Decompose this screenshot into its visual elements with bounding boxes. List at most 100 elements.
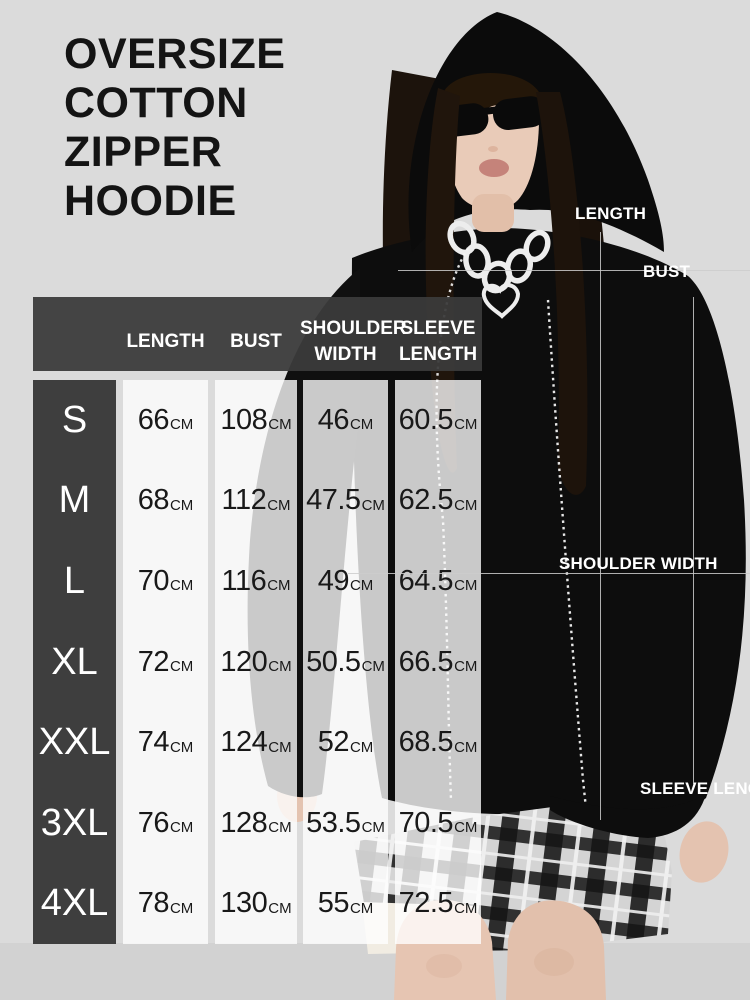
table-cell: 120 CM (215, 622, 297, 703)
size-label: 4XL (40, 882, 109, 925)
table-cell: 70 CM (123, 541, 208, 622)
cell-unit: CM (361, 658, 385, 676)
cell-value: 50.5 (306, 645, 361, 678)
cell-unit: CM (169, 899, 194, 917)
cell-value: 62.5 (398, 484, 454, 517)
header-text: SHOULDER (300, 318, 407, 339)
table-cell: 70.5 CM (395, 783, 481, 864)
cell-value: 46 (317, 403, 350, 436)
cell-value: 68.5 (398, 726, 454, 759)
bust-value-column: 108 CM 112 CM 116 CM 120 CM 124 CM 128 CM 130 C… (215, 380, 297, 944)
cell-unit: CM (267, 577, 291, 595)
product-title-line: ZIPPER (64, 128, 223, 176)
cell-unit: CM (454, 577, 478, 595)
size-label: XL (51, 640, 98, 683)
cell-unit: CM (268, 899, 292, 917)
bust-annotation-label: BUST (643, 262, 691, 281)
size-label: M (58, 479, 91, 522)
table-cell: 52 CM (303, 702, 388, 783)
column-header-length: LENGTH (123, 329, 208, 355)
cell-unit: CM (169, 496, 194, 514)
cell-unit: CM (268, 658, 292, 676)
cell-value: 72.5 (398, 887, 454, 920)
table-cell: 72 CM (123, 622, 208, 703)
cell-unit: CM (268, 416, 292, 434)
table-cell: 66 CM (123, 380, 208, 461)
table-cell: 78 CM (123, 863, 208, 944)
shoulder-annotation-label: SHOULDER WIDTH (559, 554, 718, 573)
table-cell: 108 CM (215, 380, 297, 461)
cell-value: 108 (220, 403, 268, 436)
cell-unit: CM (361, 819, 385, 837)
length-value-column: 66 CM 68 CM 70 CM 72 CM 74 CM 76 CM 78 CM (123, 380, 208, 944)
cell-unit: CM (268, 819, 292, 837)
cell-unit: CM (454, 496, 478, 514)
cell-value: 55 (317, 887, 350, 920)
cell-value: 60.5 (398, 403, 454, 436)
product-title-line: COTTON (64, 79, 248, 127)
column-header-shoulder-width: SHOULDER WIDTH (300, 316, 407, 368)
size-label: XXL (38, 721, 111, 764)
table-cell: 76 CM (123, 783, 208, 864)
table-header-bar (33, 297, 482, 371)
table-cell: 53.5 CM (303, 783, 388, 864)
table-cell: 64.5 CM (395, 541, 481, 622)
header-text: SLEEVE (400, 318, 476, 339)
cell-unit: CM (454, 819, 478, 837)
cell-unit: CM (169, 819, 194, 837)
size-label: S (61, 398, 88, 441)
column-header-sleeve-length: SLEEVE LENGTH (393, 316, 483, 368)
cell-value: 76 (137, 806, 170, 839)
shoulder-width-value-column: 46 CM 47.5 CM 49 CM 50.5 CM 52 CM 53.5 CM 55 CM (303, 380, 388, 944)
cell-value: 74 (137, 726, 170, 759)
cell-unit: CM (169, 577, 194, 595)
bust-measure-line (398, 270, 750, 271)
table-cell: 124 CM (215, 702, 297, 783)
cell-value: 124 (220, 726, 268, 759)
product-title-line: OVERSIZE (64, 30, 286, 78)
table-cell: 74 CM (123, 702, 208, 783)
header-text: BUST (230, 331, 282, 352)
sleeve-measure-line (693, 297, 694, 784)
cell-value: 49 (317, 564, 350, 597)
cell-value: 53.5 (306, 806, 361, 839)
header-text: WIDTH (314, 344, 377, 365)
header-text: LENGTH (126, 331, 205, 352)
cell-unit: CM (169, 738, 194, 756)
cell-unit: CM (454, 416, 478, 434)
size-label-column: S M L XL XXL 3XL 4XL (33, 380, 116, 944)
table-cell: 130 CM (215, 863, 297, 944)
cell-unit: CM (349, 577, 374, 595)
header-text: LENGTH (398, 344, 478, 365)
table-cell: 47.5 CM (303, 461, 388, 542)
size-label: L (63, 559, 86, 602)
cell-unit: CM (349, 899, 374, 917)
table-cell: 68.5 CM (395, 702, 481, 783)
cell-unit: CM (454, 738, 478, 756)
cell-unit: CM (268, 738, 292, 756)
shoulder-measure-line (348, 573, 750, 574)
length-annotation-label: LENGTH (575, 204, 647, 223)
cell-unit: CM (349, 738, 374, 756)
cell-value: 68 (137, 484, 170, 517)
cell-value: 78 (137, 887, 170, 920)
cell-value: 64.5 (398, 564, 454, 597)
sleeve-length-value-column: 60.5 CM 62.5 CM 64.5 CM 66.5 CM 68.5 CM 70.5 C… (395, 380, 481, 944)
cell-value: 112 (221, 484, 267, 517)
table-cell: 116 CM (215, 541, 297, 622)
cell-unit: CM (361, 496, 385, 514)
cell-value: 70 (137, 564, 170, 597)
product-title: OVERSIZE COTTON ZIPPER HOODIE (64, 30, 285, 226)
table-cell: 50.5 CM (303, 622, 388, 703)
cell-unit: CM (454, 658, 478, 676)
table-cell: 66.5 CM (395, 622, 481, 703)
cell-value: 47.5 (306, 484, 361, 517)
cell-unit: CM (349, 416, 374, 434)
cell-value: 116 (221, 564, 267, 597)
table-cell: 112 CM (215, 461, 297, 542)
table-cell: 68 CM (123, 461, 208, 542)
cell-unit: CM (267, 496, 291, 514)
cell-unit: CM (169, 416, 194, 434)
table-cell: 55 CM (303, 863, 388, 944)
